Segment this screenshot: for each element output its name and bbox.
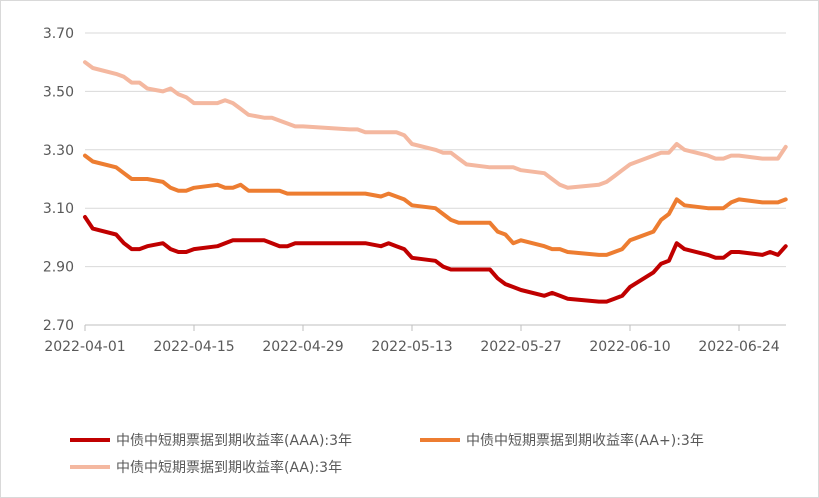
x-tick-label: 2022-06-10 [589,339,670,355]
x-tick-label: 2022-06-24 [698,339,779,355]
y-tick-label: 3.10 [43,201,74,217]
y-tick-label: 3.30 [43,143,74,159]
x-tick-label: 2022-04-15 [153,339,234,355]
x-tick-label: 2022-05-27 [480,339,561,355]
x-tick-label: 2022-04-29 [262,339,343,355]
series-line-1 [83,153,788,257]
y-tick-label: 3.50 [43,84,74,100]
y-tick-label: 3.70 [43,26,74,42]
y-tick-label: 2.70 [43,318,74,334]
series-line-0 [83,215,788,304]
x-tick-label: 2022-05-13 [371,339,452,355]
series-line-2 [83,60,788,190]
y-tick-label: 2.90 [43,260,74,276]
x-tick-label: 2022-04-01 [44,339,125,355]
